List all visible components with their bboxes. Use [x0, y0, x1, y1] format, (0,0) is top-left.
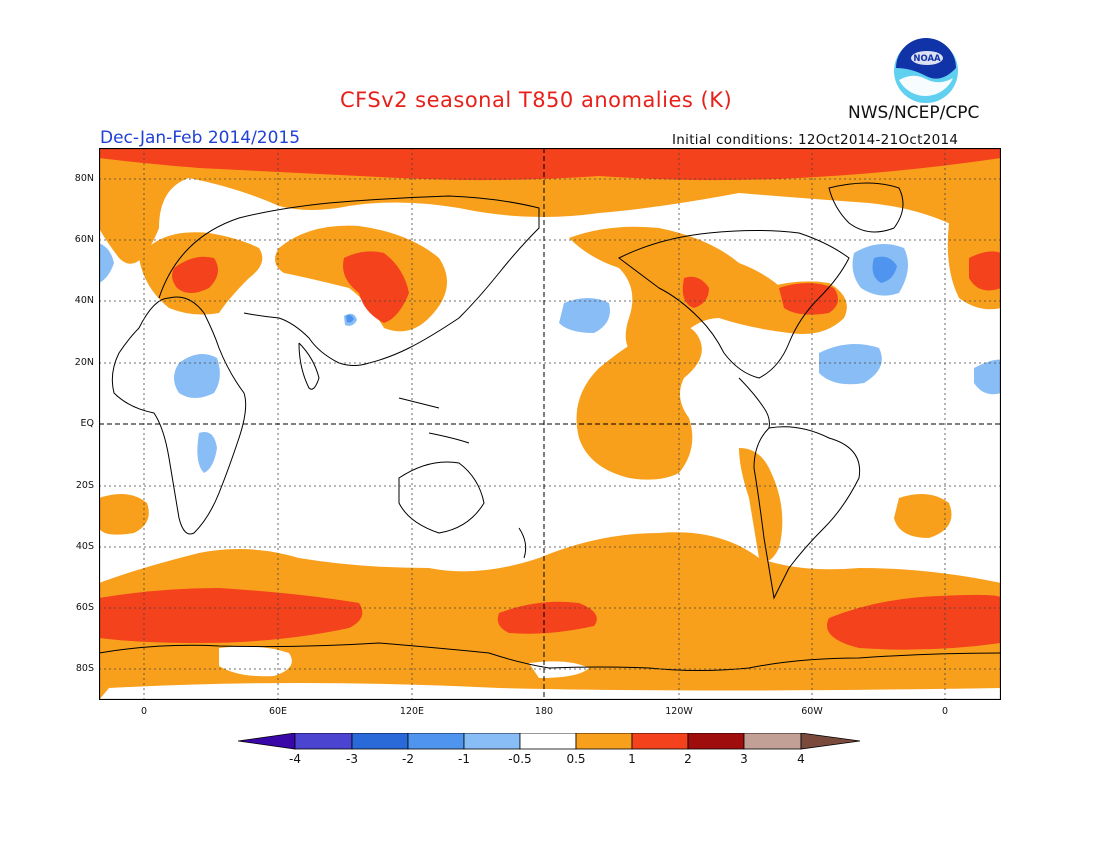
colorbar-tick-3: -1 — [458, 752, 470, 766]
anomaly-map — [99, 148, 1001, 700]
colorbar-tick-2: -2 — [402, 752, 414, 766]
colorbar-tick-8: 3 — [740, 752, 748, 766]
lat-label-80s: 80S — [75, 663, 94, 674]
lon-label-180: 180 — [534, 706, 554, 717]
colorbar-tick-1: -3 — [346, 752, 358, 766]
colorbar-swatch-8 — [687, 733, 745, 750]
colorbar-swatch-2 — [351, 733, 409, 750]
colorbar-swatch-5 — [519, 733, 577, 750]
colorbar-tick-6: 1 — [628, 752, 636, 766]
map-title: CFSv2 seasonal T850 anomalies (K) — [340, 88, 733, 112]
lat-label-20s: 20S — [75, 480, 94, 491]
colorbar-low-arrow — [238, 733, 296, 750]
lat-label-60n: 60N — [74, 234, 94, 245]
cool-anomaly-regions — [99, 243, 1001, 473]
lon-label-0-right: 0 — [941, 706, 949, 717]
near-zero-regions — [99, 646, 1001, 700]
colorbar-tick-9: 4 — [797, 752, 805, 766]
lon-label-60e: 60E — [268, 706, 288, 717]
coastlines — [99, 182, 1001, 671]
lon-label-60w: 60W — [801, 706, 823, 717]
lat-label-60s: 60S — [75, 602, 94, 613]
grid-lines — [99, 148, 1001, 700]
lat-label-80n: 80N — [74, 173, 94, 184]
colorbar-tick-0: -4 — [289, 752, 301, 766]
colorbar — [238, 733, 861, 750]
lon-label-120w: 120W — [665, 706, 693, 717]
season-label: Dec-Jan-Feb 2014/2015 — [100, 128, 301, 148]
colorbar-swatch-7 — [631, 733, 689, 750]
map-frame — [99, 148, 1001, 700]
agency-label: NWS/NCEP/CPC — [848, 103, 980, 123]
colorbar-swatch-3 — [407, 733, 465, 750]
colorbar-high-arrow — [800, 733, 861, 750]
colorbar-tick-7: 2 — [684, 752, 692, 766]
colorbar-swatch-1 — [294, 733, 353, 750]
svg-text:NOAA: NOAA — [913, 54, 941, 64]
initial-conditions-label: Initial conditions: 12Oct2014-21Oct2014 — [672, 132, 959, 148]
strong-warm-anomaly-regions — [99, 148, 1001, 650]
lat-label-40n: 40N — [74, 295, 94, 306]
colorbar-swatch-6 — [575, 733, 633, 750]
noaa-logo: NOAA — [894, 38, 958, 103]
lon-label-120e: 120E — [399, 706, 425, 717]
colorbar-swatch-9 — [743, 733, 802, 750]
strong-cool-anomaly-regions — [346, 256, 897, 323]
colorbar-swatch-4 — [463, 733, 521, 750]
lon-label-0: 0 — [140, 706, 148, 717]
colorbar-tick-4: -0.5 — [508, 752, 532, 766]
lat-label-40s: 40S — [75, 541, 94, 552]
equator-dateline — [99, 148, 1001, 700]
lat-label-eq: EQ — [80, 418, 94, 429]
lat-label-20n: 20N — [74, 357, 94, 368]
colorbar-tick-5: 0.5 — [566, 752, 586, 766]
